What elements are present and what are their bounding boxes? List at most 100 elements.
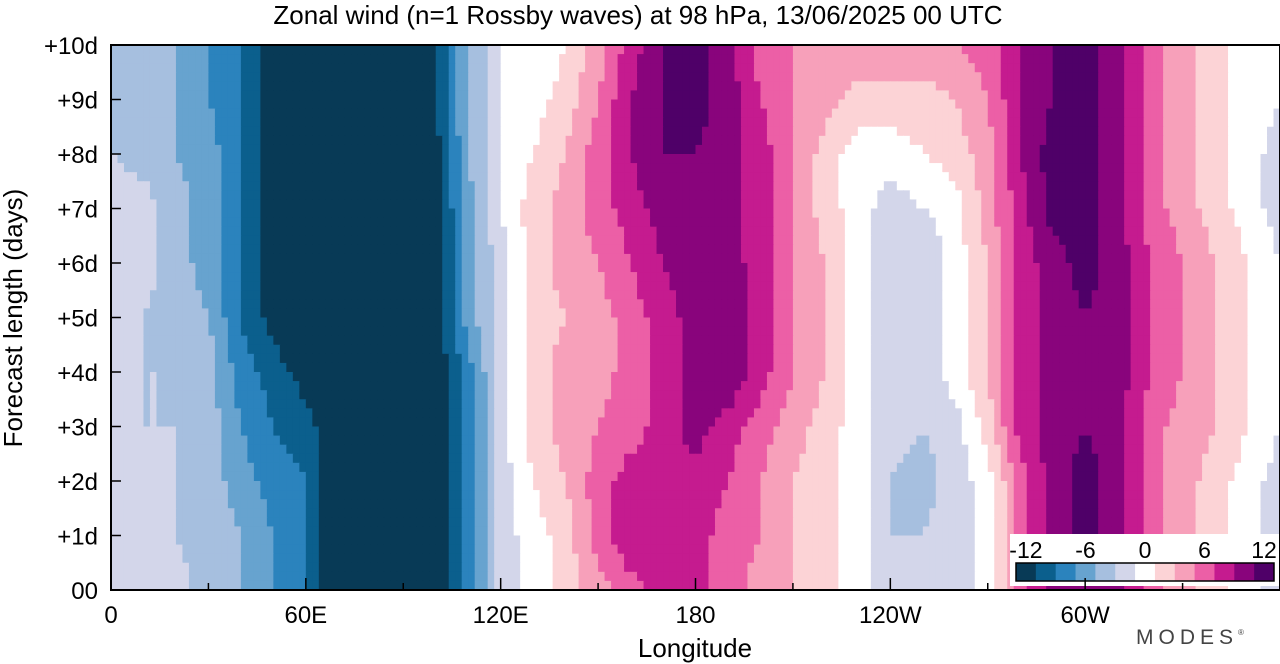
heat-cell — [552, 199, 560, 210]
heat-cell — [844, 290, 852, 300]
heat-cell — [520, 90, 528, 101]
heat-cell — [877, 181, 885, 191]
heat-cell — [390, 272, 398, 282]
heat-cell — [598, 45, 606, 55]
heat-cell — [994, 90, 1002, 101]
heat-cell — [942, 117, 950, 128]
heat-cell — [1137, 272, 1145, 282]
heat-cell — [818, 99, 826, 110]
heat-cell — [981, 235, 989, 246]
heat-cell — [474, 63, 482, 73]
heat-cell — [260, 163, 268, 173]
heat-cell — [143, 45, 151, 55]
heat-cell — [390, 235, 398, 246]
heat-cell — [981, 63, 989, 73]
heat-cell — [351, 172, 359, 182]
heat-cell — [175, 99, 184, 110]
heat-cell — [604, 99, 612, 110]
heat-cell — [351, 45, 359, 55]
heat-cell — [1078, 72, 1086, 82]
heat-cell — [909, 263, 917, 273]
heat-cell — [299, 235, 307, 246]
heat-cell — [1104, 272, 1112, 282]
heat-cell — [422, 126, 430, 137]
heat-cell — [286, 154, 294, 164]
heat-cell — [890, 63, 898, 73]
heat-cell — [831, 244, 839, 255]
heat-cell — [682, 72, 690, 82]
heat-cell — [1052, 217, 1060, 228]
heat-cell — [747, 144, 755, 155]
heat-cell — [1221, 54, 1229, 64]
heat-cell — [935, 281, 943, 291]
heat-cell — [714, 45, 723, 55]
heat-cell — [753, 90, 762, 101]
heat-cell — [805, 63, 813, 73]
heat-cell — [747, 108, 755, 119]
heat-cell — [929, 181, 937, 191]
heat-cell — [240, 154, 248, 164]
heat-cell — [409, 72, 417, 82]
heat-cell — [896, 144, 904, 155]
heat-cell — [390, 154, 398, 164]
heat-cell — [1059, 90, 1067, 101]
heat-cell — [279, 72, 287, 82]
heat-cell — [572, 272, 580, 282]
heat-cell — [156, 81, 164, 92]
heat-cell — [1124, 117, 1132, 128]
heat-cell — [526, 117, 534, 128]
heat-cell — [312, 117, 320, 128]
heat-cell — [1052, 163, 1060, 173]
heat-cell — [299, 272, 307, 282]
heat-cell — [136, 154, 145, 164]
heat-cell — [701, 99, 710, 110]
heat-cell — [474, 290, 482, 300]
heat-cell — [260, 72, 268, 82]
heat-cell — [1007, 281, 1015, 291]
heat-cell — [338, 217, 346, 228]
heat-cell — [805, 172, 813, 182]
heat-cell — [494, 117, 502, 128]
heat-cell — [955, 63, 963, 73]
heat-cell — [935, 181, 943, 191]
heat-cell — [773, 63, 781, 73]
heat-cell — [1059, 181, 1067, 191]
heat-cell — [559, 72, 567, 82]
heat-cell — [357, 181, 365, 191]
heat-cell — [968, 117, 976, 128]
heat-cell — [331, 90, 339, 101]
heat-cell — [883, 181, 891, 191]
heat-cell — [974, 253, 982, 264]
heat-cell — [851, 90, 859, 101]
heat-cell — [1124, 90, 1132, 101]
heat-cell — [747, 217, 755, 228]
heat-cell — [305, 244, 313, 255]
heat-cell — [1241, 163, 1249, 173]
heat-cell — [1039, 99, 1047, 110]
heat-cell — [604, 154, 612, 164]
heat-cell — [1072, 272, 1080, 282]
heat-cell — [312, 199, 320, 210]
heat-cell — [351, 263, 359, 273]
heat-cell — [383, 190, 391, 201]
heat-cell — [136, 81, 145, 92]
heat-cell — [214, 99, 222, 110]
heat-cell — [1059, 263, 1067, 273]
heat-cell — [1020, 181, 1028, 191]
heat-cell — [916, 144, 924, 155]
heat-cell — [370, 172, 378, 182]
heat-cell — [169, 181, 177, 191]
heat-cell — [909, 108, 917, 119]
heat-cell — [448, 81, 456, 92]
heat-cell — [1267, 108, 1275, 119]
heat-cell — [890, 54, 898, 64]
heat-cell — [364, 126, 372, 137]
heat-cell — [201, 81, 210, 92]
heat-cell — [948, 72, 956, 82]
heat-cell — [909, 190, 917, 201]
heat-cell — [292, 217, 300, 228]
heat-cell — [227, 54, 235, 64]
heat-cell — [331, 244, 339, 255]
heat-cell — [240, 217, 248, 228]
heat-cell — [162, 108, 171, 119]
